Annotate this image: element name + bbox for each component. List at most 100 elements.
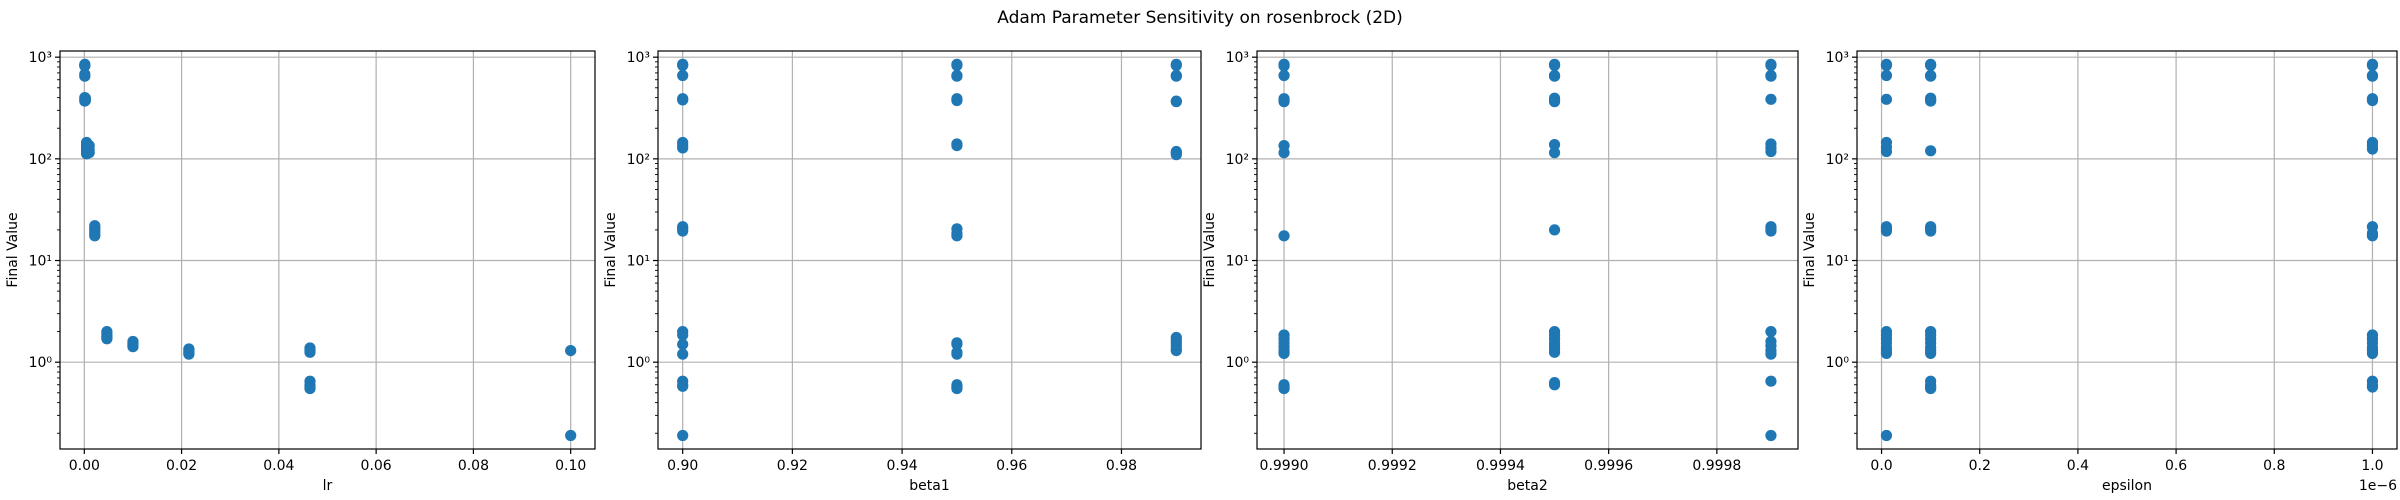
x-offset-text: 1e−6: [2359, 478, 2397, 494]
data-point: [1548, 96, 1561, 108]
data-point: [1278, 347, 1290, 360]
data-point: [1925, 145, 1937, 157]
data-point: [1548, 379, 1561, 391]
x-tick-label: 0.96: [996, 458, 1027, 474]
data-point: [1278, 96, 1290, 108]
data-point: [1278, 382, 1290, 395]
y-tick-label: 10²: [627, 152, 650, 168]
data-point: [677, 59, 689, 71]
x-axis-label: beta2: [1507, 478, 1547, 494]
data-point: [1765, 225, 1777, 237]
x-axis-label: epsilon: [2102, 478, 2152, 494]
data-point: [1548, 346, 1561, 358]
data-point: [1548, 70, 1561, 82]
subplot-1: 0.00 0.02 0.04 0.06 0.08 0.10 10⁰ 10¹ 10² 10³ lr Fi…: [5, 50, 596, 494]
data-point: [1548, 139, 1561, 151]
y-tick-label: 10¹: [1226, 254, 1249, 270]
data-point: [1170, 345, 1182, 357]
y-tick-label: 10⁰: [1826, 355, 1850, 371]
x-tick-label: 0.9998: [1692, 458, 1741, 474]
subplot-3: 0.9990 0.9992 0.9994 0.9996 0.9998 10⁰ 10¹ 10² 1…: [1202, 50, 1799, 494]
data-point: [1925, 382, 1937, 395]
x-tick-label: 0.9992: [1368, 458, 1417, 474]
data-point: [2366, 94, 2379, 107]
x-tick-label: 0.4: [2067, 458, 2089, 474]
y-tick-label: 10²: [1226, 152, 1249, 168]
data-point: [2366, 143, 2379, 155]
data-point: [677, 142, 689, 154]
x-tick-label: 0.98: [1106, 458, 1137, 474]
data-point: [1925, 70, 1937, 82]
data-point: [1880, 145, 1893, 158]
subplot-4: 0.0 0.2 0.4 0.6 0.8 1.0 10⁰ 10¹ 10² 10³ epsilon Fin…: [1802, 50, 2398, 494]
data-point: [89, 230, 101, 242]
x-tick-label: 0.9990: [1260, 458, 1309, 474]
axes-frame: [1856, 50, 2398, 450]
data-point: [79, 94, 91, 107]
y-tick-label: 10³: [1226, 50, 1249, 66]
data-point: [951, 348, 963, 360]
data-point: [951, 230, 963, 242]
x-tick-label: 0.0: [1870, 458, 1892, 474]
data-point: [1880, 225, 1893, 237]
data-point: [677, 429, 689, 442]
data-point: [1880, 347, 1893, 360]
y-axis-label: Final Value: [1202, 212, 1218, 287]
data-point: [2366, 347, 2379, 360]
data-point: [951, 59, 963, 71]
data-point: [1925, 225, 1937, 237]
data-point: [79, 70, 91, 82]
data-point: [1925, 347, 1937, 360]
data-point: [677, 329, 689, 341]
data-point: [304, 346, 316, 358]
y-axis-label: Final Value: [5, 212, 21, 287]
axes-frame: [59, 50, 596, 450]
data-point: [565, 345, 577, 357]
data-point: [2366, 70, 2379, 82]
data-point: [951, 139, 963, 152]
y-axis-label: Final Value: [1802, 212, 1818, 287]
data-point: [1765, 348, 1777, 360]
data-point: [183, 348, 195, 360]
x-tick-label: 0.10: [555, 458, 586, 474]
data-point: [1548, 224, 1561, 236]
x-axis-label: lr: [323, 478, 333, 494]
axes-frame: [657, 50, 1202, 450]
y-tick-label: 10¹: [627, 254, 650, 270]
x-tick-label: 0.04: [263, 458, 294, 474]
x-axis-label: beta1: [909, 478, 949, 494]
data-point: [2366, 381, 2379, 393]
data-point: [565, 429, 577, 442]
x-tick-label: 0.2: [1969, 458, 1991, 474]
data-point: [1880, 69, 1893, 82]
data-point: [1548, 59, 1561, 71]
y-tick-label: 10²: [1826, 152, 1849, 168]
y-tick-label: 10³: [627, 50, 650, 66]
data-point: [1925, 59, 1937, 71]
data-point: [677, 225, 689, 237]
x-tick-label: 0.92: [777, 458, 808, 474]
data-point: [101, 333, 113, 345]
data-point: [1880, 93, 1893, 105]
subplot-2: 0.90 0.92 0.94 0.96 0.98 10⁰ 10¹ 10² 10³ beta1 Fin…: [603, 50, 1202, 494]
data-point: [304, 382, 316, 395]
data-point: [1925, 95, 1937, 107]
data-point: [1765, 70, 1777, 82]
x-tick-label: 0.02: [166, 458, 197, 474]
data-point: [1765, 375, 1777, 387]
y-tick-label: 10²: [29, 152, 52, 168]
y-axis-label: Final Value: [603, 212, 619, 287]
data-point: [677, 338, 689, 350]
x-tick-label: 0.8: [2263, 458, 2285, 474]
data-point: [1170, 59, 1182, 71]
y-tick-label: 10¹: [29, 254, 52, 270]
data-point: [1278, 230, 1290, 242]
data-point: [1880, 59, 1893, 71]
x-tick-label: 0.9994: [1476, 458, 1525, 474]
data-point: [1278, 60, 1290, 72]
y-tick-label: 10⁰: [29, 355, 53, 371]
data-point: [951, 94, 963, 107]
data-point: [1278, 147, 1290, 159]
data-point: [1765, 429, 1777, 442]
y-tick-label: 10⁰: [1226, 355, 1250, 371]
